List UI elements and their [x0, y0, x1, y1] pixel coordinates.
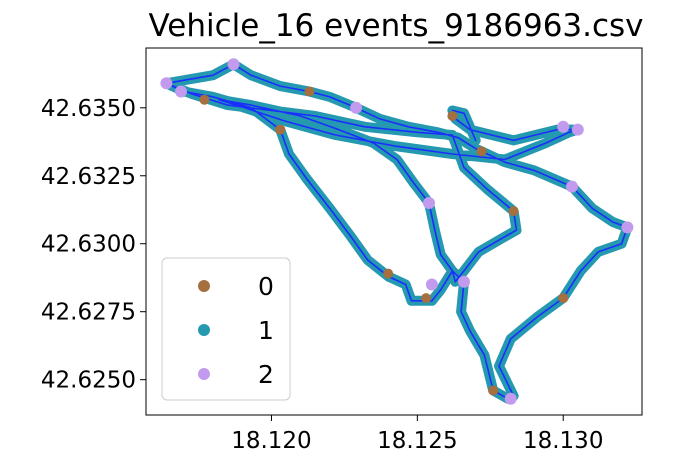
x-tick-label: 18.130: [523, 428, 603, 454]
event-point-14: [476, 146, 487, 157]
event-point-17: [508, 206, 519, 217]
event-point-16: [421, 293, 432, 304]
event-point-12: [275, 124, 286, 135]
y-tick-label: 42.6325: [41, 164, 136, 190]
event-point-1: [227, 58, 240, 71]
event-point-8: [425, 278, 438, 291]
legend-marker-1: [198, 324, 210, 336]
legend-marker-0: [198, 280, 210, 292]
chart-title: Vehicle_16 events_9186963.csv: [148, 8, 643, 44]
event-point-0: [160, 77, 173, 90]
legend-label-2: 2: [258, 360, 274, 389]
y-tick-label: 42.6350: [41, 96, 136, 122]
event-point-18: [383, 268, 394, 279]
event-point-20: [199, 94, 210, 105]
x-tick-label: 18.125: [377, 428, 457, 454]
legend-marker-2: [198, 368, 210, 380]
x-tick-label: 18.120: [231, 428, 311, 454]
x-axis: 18.120 18.125 18.130: [231, 415, 603, 454]
event-point-15: [488, 385, 499, 396]
event-point-7: [458, 275, 470, 288]
event-point-21: [447, 111, 458, 121]
event-point-5: [504, 392, 517, 405]
legend: 0 1 2: [161, 257, 291, 401]
plot-area: [160, 58, 634, 405]
event-point-10: [557, 120, 570, 133]
event-point-2: [350, 101, 363, 114]
y-axis: 42.6250 42.6275 42.6300 42.6325 42.6350: [41, 96, 146, 394]
event-point-19: [558, 293, 569, 304]
event-point-4: [621, 221, 634, 234]
axes-frame: [145, 47, 643, 416]
legend-label-1: 1: [258, 316, 274, 345]
event-point-13: [304, 86, 315, 97]
y-tick-label: 42.6275: [41, 300, 136, 326]
legend-box: [161, 257, 291, 401]
event-point-11: [175, 85, 187, 98]
legend-label-0: 0: [258, 272, 274, 301]
y-tick-label: 42.6300: [41, 232, 136, 258]
y-tick-label: 42.6250: [41, 368, 136, 394]
event-point-9: [571, 123, 584, 136]
event-point-6: [423, 197, 435, 209]
event-point-3: [566, 180, 578, 193]
